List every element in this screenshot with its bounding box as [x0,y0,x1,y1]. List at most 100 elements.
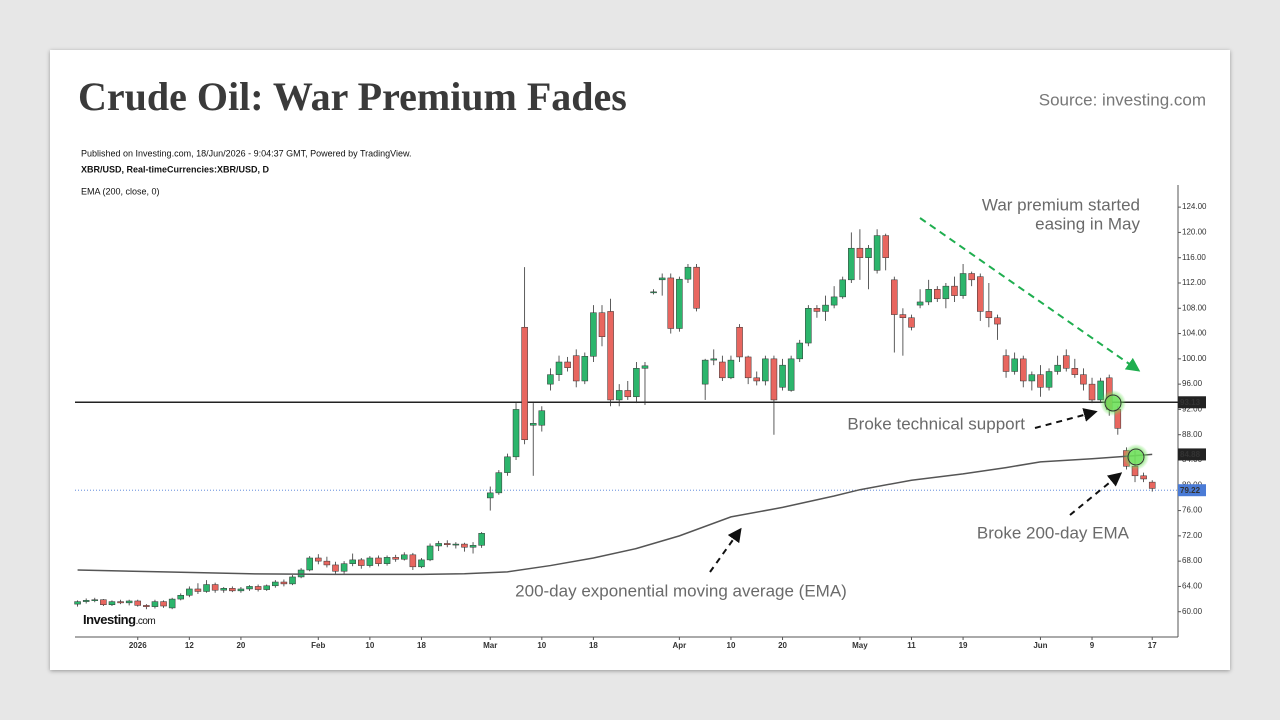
x-tick-label: Apr [672,641,686,650]
candle-body [211,584,219,591]
candle-body [994,317,1001,325]
candle-body [529,423,537,426]
candle-body [486,492,494,499]
candle-body [727,359,735,379]
candle-body [564,361,571,368]
candle-body [865,247,872,258]
y-tick-label: 104.00 [1182,329,1207,338]
candle-body [676,278,683,329]
candle-body [796,342,803,360]
highlight-ring [1127,448,1145,466]
candle-body [306,557,313,571]
level-tag [1178,448,1206,461]
candle-body [813,308,821,312]
symbol: XBR/USD, Real-timeCurrencies:XBR/USD, D [81,164,270,174]
candle-body [392,557,399,560]
source: Source: investing.com [1039,90,1206,109]
candle-body [572,355,580,382]
candle-body [710,358,718,361]
candle-body [753,377,761,382]
y-tick-label: 112.00 [1182,278,1206,287]
y-tick-label: 124.00 [1182,202,1207,211]
candle-body [349,559,356,564]
candle-body [383,557,391,564]
candle-body [607,311,614,401]
x-tick-label: May [852,641,868,650]
candle-body [1028,374,1036,382]
candle-body [934,289,941,300]
candle-body [736,326,743,358]
annotation: Broke 200-day EMA [977,523,1130,542]
candle-body [899,314,907,319]
candle-body [1019,358,1027,382]
candle-body [74,601,81,605]
candle-body [143,605,150,607]
candle-body [719,361,726,379]
highlight [1123,444,1149,470]
candle-body [289,576,296,585]
y-tick-label: 108.00 [1182,303,1207,312]
candle-body [873,235,881,271]
x-tick-label: 18 [589,641,598,650]
candle-body [805,308,812,344]
candle-body [787,358,795,391]
candle-body [108,601,116,606]
candle-body [968,273,975,281]
candle-body [272,581,279,587]
y-tick-label: 60.00 [1182,607,1203,616]
y-tick-label: 116.00 [1182,253,1206,262]
candle-body [891,279,898,315]
highlight [1100,390,1126,416]
candle-body [246,586,253,590]
candle-body [701,359,709,385]
y-tick-label: 96.00 [1182,379,1203,388]
candle-body [848,247,855,281]
candle-body [254,586,262,590]
candle-body [822,304,829,312]
candle-body [229,588,236,592]
candle-body [315,557,322,562]
level-label: 93.13 [1180,398,1201,407]
arrow [1069,472,1123,516]
arrow [709,527,742,573]
candle-body [547,374,554,385]
candle-body [590,312,597,357]
candle-body [340,563,348,572]
candle-body [521,326,528,441]
candle-body [151,601,159,607]
candle-body [693,266,700,309]
candle-body [263,585,270,590]
x-tick-label: 2026 [129,641,147,650]
candle-body [401,554,408,560]
x-tick-label: Feb [311,641,325,650]
candle-body [1037,374,1044,388]
candle-body [82,600,90,602]
candle-body [916,301,924,306]
highlight-ring [1104,394,1122,412]
candle-body [495,472,503,494]
x-tick-label: 19 [959,641,968,650]
logo: Investing.com [83,612,155,627]
candle-body [194,588,202,592]
candle-body [1148,481,1156,489]
candle-body [478,533,485,546]
candle-body [512,409,520,458]
x-tick-label: 10 [727,641,736,650]
candle-body [555,361,563,375]
candle-body [779,364,786,388]
candle-body [469,545,477,548]
candle-body [443,543,451,545]
candle-body [237,588,245,592]
candle-body [1140,475,1147,480]
candle-body [1071,368,1079,375]
candle-body [977,276,984,312]
candle-body [452,543,460,546]
y-tick-label: 64.00 [1182,582,1203,591]
candle-body [744,356,752,379]
candle-body [375,557,382,564]
candle-body [177,595,185,600]
slide-card [50,50,1230,670]
candle-body [925,289,932,303]
candle-body [220,588,227,591]
y-tick-label: 100.00 [1182,354,1207,363]
